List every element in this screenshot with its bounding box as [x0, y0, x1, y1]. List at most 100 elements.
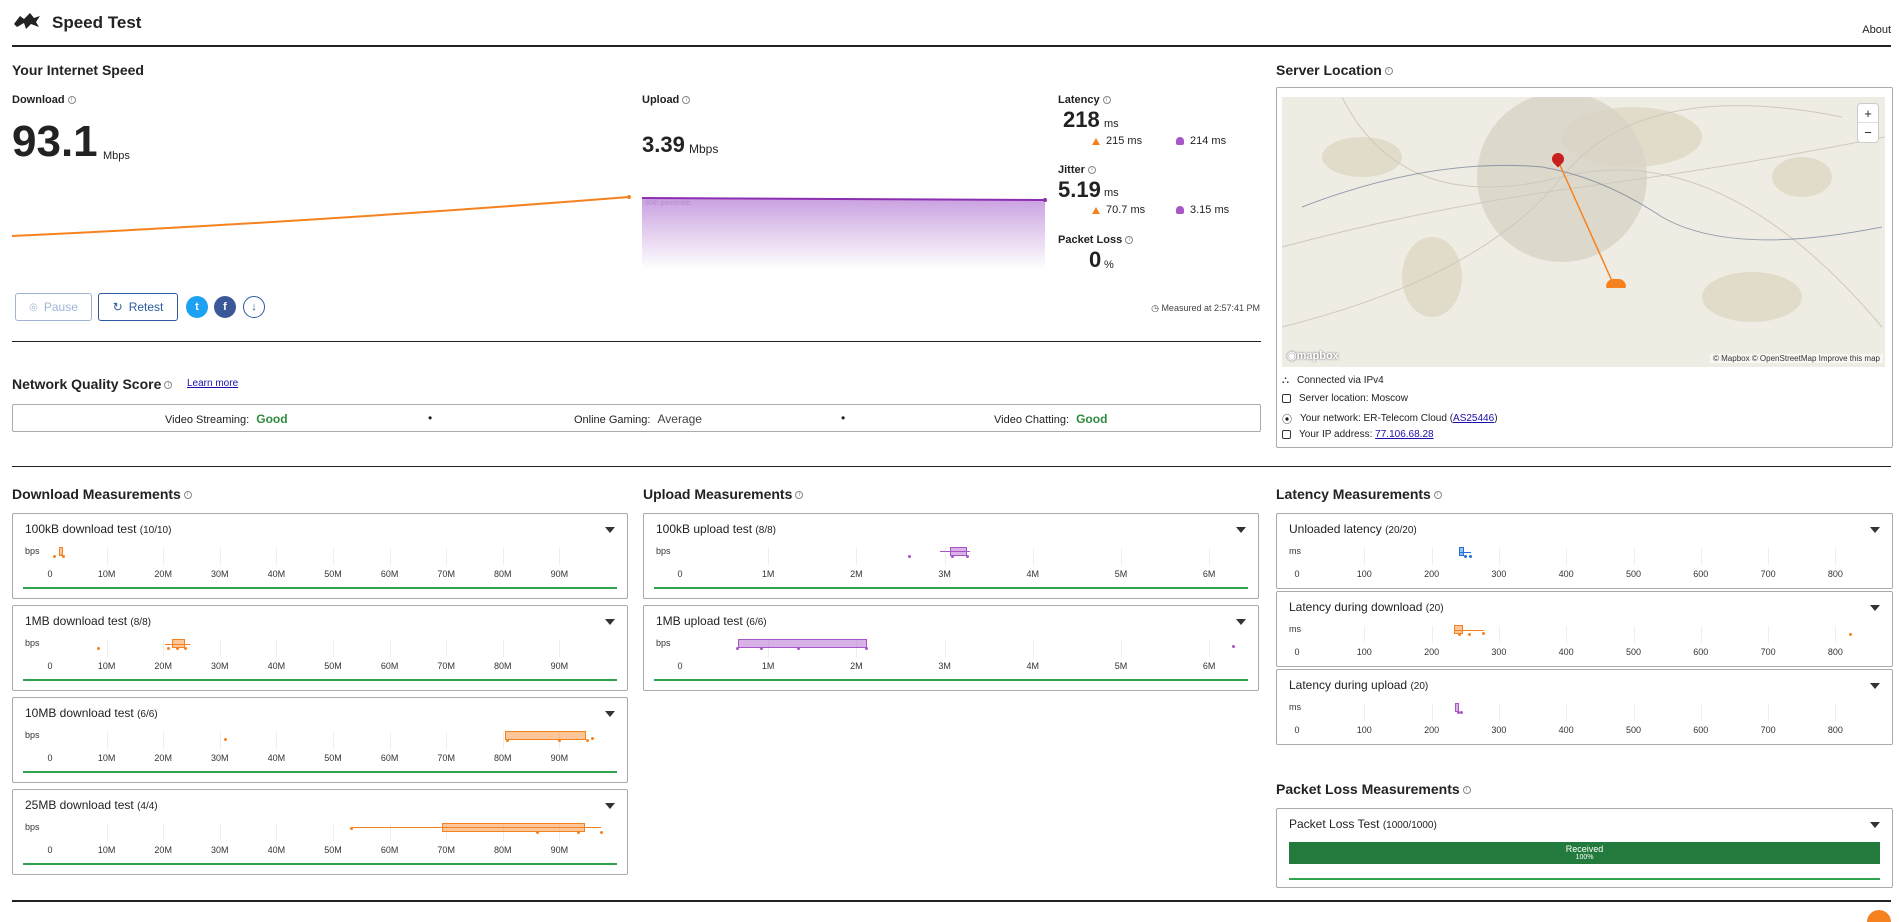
tick-label: 50M	[324, 569, 342, 579]
download-results-icon[interactable]: ↓	[243, 296, 265, 318]
tick-label: 10M	[97, 661, 116, 671]
grid-line	[856, 640, 858, 657]
tick-label: 0	[47, 569, 53, 579]
map-attribution[interactable]: © Mapbox © OpenStreetMap Improve this ma…	[1710, 354, 1883, 363]
grid-line	[1768, 548, 1770, 565]
tick-label: 30M	[211, 661, 229, 671]
tick-label: 700	[1760, 647, 1776, 657]
grid-line	[389, 824, 391, 841]
box-plot	[1459, 547, 1464, 556]
green-baseline	[23, 679, 617, 681]
latency-up: 214 ms	[1176, 135, 1226, 147]
chevron-down-icon[interactable]	[1870, 605, 1880, 611]
info-icon: i	[1102, 96, 1111, 105]
whisker	[351, 827, 601, 828]
map[interactable]: + − ◉mapbox © Mapbox © OpenStreetMap Imp…	[1282, 97, 1885, 367]
test-title: 1MB upload test (6/6)	[656, 614, 767, 628]
grid-line	[1121, 548, 1122, 565]
server-location: Server location: Moscow	[1282, 393, 1408, 404]
grid-line	[1498, 704, 1500, 721]
connection-type: ⛬ Connected via IPv4	[1282, 375, 1384, 386]
tick-label: 90M	[550, 569, 569, 579]
tick-label: 6M	[1202, 661, 1216, 671]
tick-label: 20M	[154, 845, 172, 855]
chevron-down-icon[interactable]	[605, 803, 615, 809]
download-triangle-icon	[1092, 206, 1100, 214]
grid-line	[219, 548, 221, 565]
tick-label: 50M	[324, 661, 342, 671]
tick-label: 70M	[437, 661, 455, 671]
tick-label: 20M	[154, 753, 172, 763]
green-baseline	[1289, 878, 1880, 880]
tick-label: 500	[1625, 569, 1642, 579]
upload-percentile-label: 90th percentile	[645, 200, 691, 207]
tick-label: 100	[1356, 569, 1372, 579]
grid-line	[1209, 640, 1211, 657]
tick-label: 60M	[380, 753, 399, 763]
unit-label: bps	[25, 638, 40, 648]
chevron-down-icon[interactable]	[1236, 527, 1246, 533]
zoom-controls: + −	[1858, 104, 1878, 142]
ip-link[interactable]: 77.106.68.28	[1375, 429, 1434, 440]
grid-line	[1700, 704, 1702, 721]
measurement-card: 100kB download test (10/10) bps 0 10M 20M 30…	[12, 513, 628, 599]
grid-line	[1835, 548, 1837, 565]
tick-label: 70M	[437, 753, 455, 763]
learn-more-link[interactable]: Learn more	[187, 378, 239, 389]
twitter-icon[interactable]: t	[186, 296, 208, 318]
green-baseline	[654, 679, 1248, 681]
tick-label: 0	[1294, 725, 1300, 735]
sample-dot	[600, 831, 603, 834]
tick-label: 0	[47, 661, 53, 671]
asn-link[interactable]: AS25446	[1453, 413, 1495, 424]
measurement-card: 1MB download test (8/8) bps 0 10M 20M 30M 40M…	[12, 605, 628, 691]
about-link[interactable]: About	[1862, 24, 1891, 36]
tick-label: 40M	[267, 569, 286, 579]
upload-measurements-title: Upload Measurements i	[643, 486, 804, 502]
zoom-in-button[interactable]: +	[1858, 104, 1878, 123]
sample-dot	[1458, 633, 1461, 636]
nqs-card: Video Streaming: Good • Online Gaming: A…	[12, 404, 1261, 432]
latency-unit: ms	[1104, 118, 1119, 130]
info-icon: i	[67, 96, 76, 105]
pause-button[interactable]: ◎ Pause	[15, 293, 92, 321]
clock-icon: ◷	[1151, 303, 1162, 313]
tick-label: 500	[1625, 725, 1642, 735]
test-title: 1MB download test (8/8)	[25, 614, 151, 628]
grid-line	[1566, 626, 1568, 643]
tick-label: 1M	[761, 569, 775, 579]
latency-down: 215 ms	[1092, 135, 1142, 147]
tick-label: 800	[1827, 725, 1843, 735]
chevron-down-icon[interactable]	[605, 711, 615, 717]
chevron-down-icon[interactable]	[605, 619, 615, 625]
grid-line	[106, 548, 108, 565]
chevron-down-icon[interactable]	[1870, 683, 1880, 689]
test-title: Unloaded latency (20/20)	[1289, 522, 1417, 536]
grid-line	[333, 824, 334, 841]
retest-button[interactable]: ↻ Retest	[98, 293, 178, 321]
tick-label: 80M	[494, 661, 512, 671]
tick-label: 200	[1424, 725, 1440, 735]
chevron-down-icon[interactable]	[1236, 619, 1246, 625]
latency-label: Latency i	[1058, 94, 1111, 106]
grid-line	[163, 548, 165, 565]
box-plot	[59, 547, 63, 556]
packet-loss-unit: %	[1104, 259, 1114, 271]
chevron-down-icon[interactable]	[1870, 527, 1880, 533]
video-chatting-score: Video Chatting: Good	[994, 412, 1108, 426]
refresh-icon: ↻	[112, 300, 123, 314]
grid-line	[276, 824, 278, 841]
facebook-icon[interactable]: f	[214, 296, 236, 318]
grid-line	[333, 548, 334, 565]
sample-dot	[167, 647, 170, 650]
tick-label: 0	[47, 753, 53, 763]
zoom-out-button[interactable]: −	[1864, 125, 1872, 140]
chevron-down-icon[interactable]	[1870, 822, 1880, 828]
upload-chart	[642, 197, 1047, 269]
grid-line	[1700, 626, 1702, 643]
tick-label: 4M	[1026, 569, 1040, 579]
grid-line	[446, 548, 448, 565]
tick-label: 200	[1424, 647, 1440, 657]
test-title: Latency during download (20)	[1289, 600, 1444, 614]
chevron-down-icon[interactable]	[605, 527, 615, 533]
